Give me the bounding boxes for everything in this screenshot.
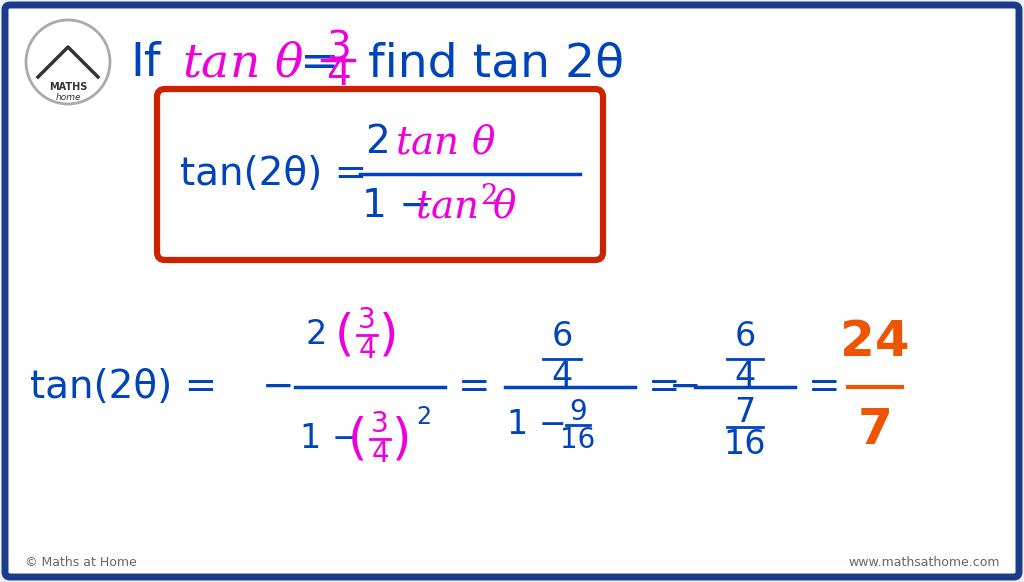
Text: 9: 9 — [569, 398, 587, 426]
Text: (: ( — [335, 311, 354, 359]
Text: 4: 4 — [551, 360, 572, 393]
Text: 16: 16 — [560, 426, 596, 454]
Text: 3: 3 — [358, 306, 376, 334]
Text: 1 −: 1 − — [300, 423, 359, 456]
Text: 7: 7 — [857, 406, 893, 454]
Text: ): ) — [392, 415, 412, 463]
Circle shape — [26, 20, 110, 104]
Text: −: − — [262, 368, 294, 406]
Text: 4: 4 — [358, 336, 376, 364]
Text: 6: 6 — [551, 321, 572, 353]
Text: If: If — [130, 41, 161, 87]
Text: 1 −: 1 − — [362, 187, 432, 225]
Text: 7: 7 — [734, 396, 756, 428]
Text: 2: 2 — [305, 318, 327, 352]
Text: tan(2θ) =: tan(2θ) = — [30, 368, 217, 406]
Text: 2: 2 — [416, 405, 431, 429]
Text: 4: 4 — [734, 360, 756, 393]
Text: =: = — [458, 368, 490, 406]
Text: MATHS: MATHS — [49, 82, 87, 92]
Text: find tan 2θ: find tan 2θ — [368, 41, 624, 87]
Text: tan(2θ) =: tan(2θ) = — [180, 155, 368, 193]
Text: 3: 3 — [326, 29, 350, 67]
Text: $\mathit{tan}\ \theta$: $\mathit{tan}\ \theta$ — [395, 123, 496, 161]
FancyBboxPatch shape — [157, 89, 603, 260]
Text: $\mathit{tan}^{2}\!\theta$: $\mathit{tan}^{2}\!\theta$ — [415, 186, 517, 225]
Text: www.mathsathome.com: www.mathsathome.com — [849, 555, 1000, 569]
Text: home: home — [55, 93, 81, 102]
Text: © Maths at Home: © Maths at Home — [25, 555, 137, 569]
Text: 3: 3 — [371, 410, 389, 438]
Text: 4: 4 — [371, 440, 389, 468]
Text: 1 −: 1 − — [507, 409, 567, 442]
Text: −: − — [669, 368, 701, 406]
FancyBboxPatch shape — [5, 5, 1019, 577]
Text: (: ( — [348, 415, 368, 463]
Text: 16: 16 — [724, 428, 766, 460]
Text: =: = — [808, 368, 841, 406]
Text: 4: 4 — [326, 55, 350, 93]
Text: =: = — [648, 368, 681, 406]
Text: ): ) — [379, 311, 398, 359]
Text: =: = — [300, 41, 340, 87]
Text: 24: 24 — [840, 318, 909, 366]
Text: 2: 2 — [365, 123, 390, 161]
Text: 6: 6 — [734, 321, 756, 353]
Text: $\mathit{tan}\ \theta$: $\mathit{tan}\ \theta$ — [182, 41, 304, 87]
